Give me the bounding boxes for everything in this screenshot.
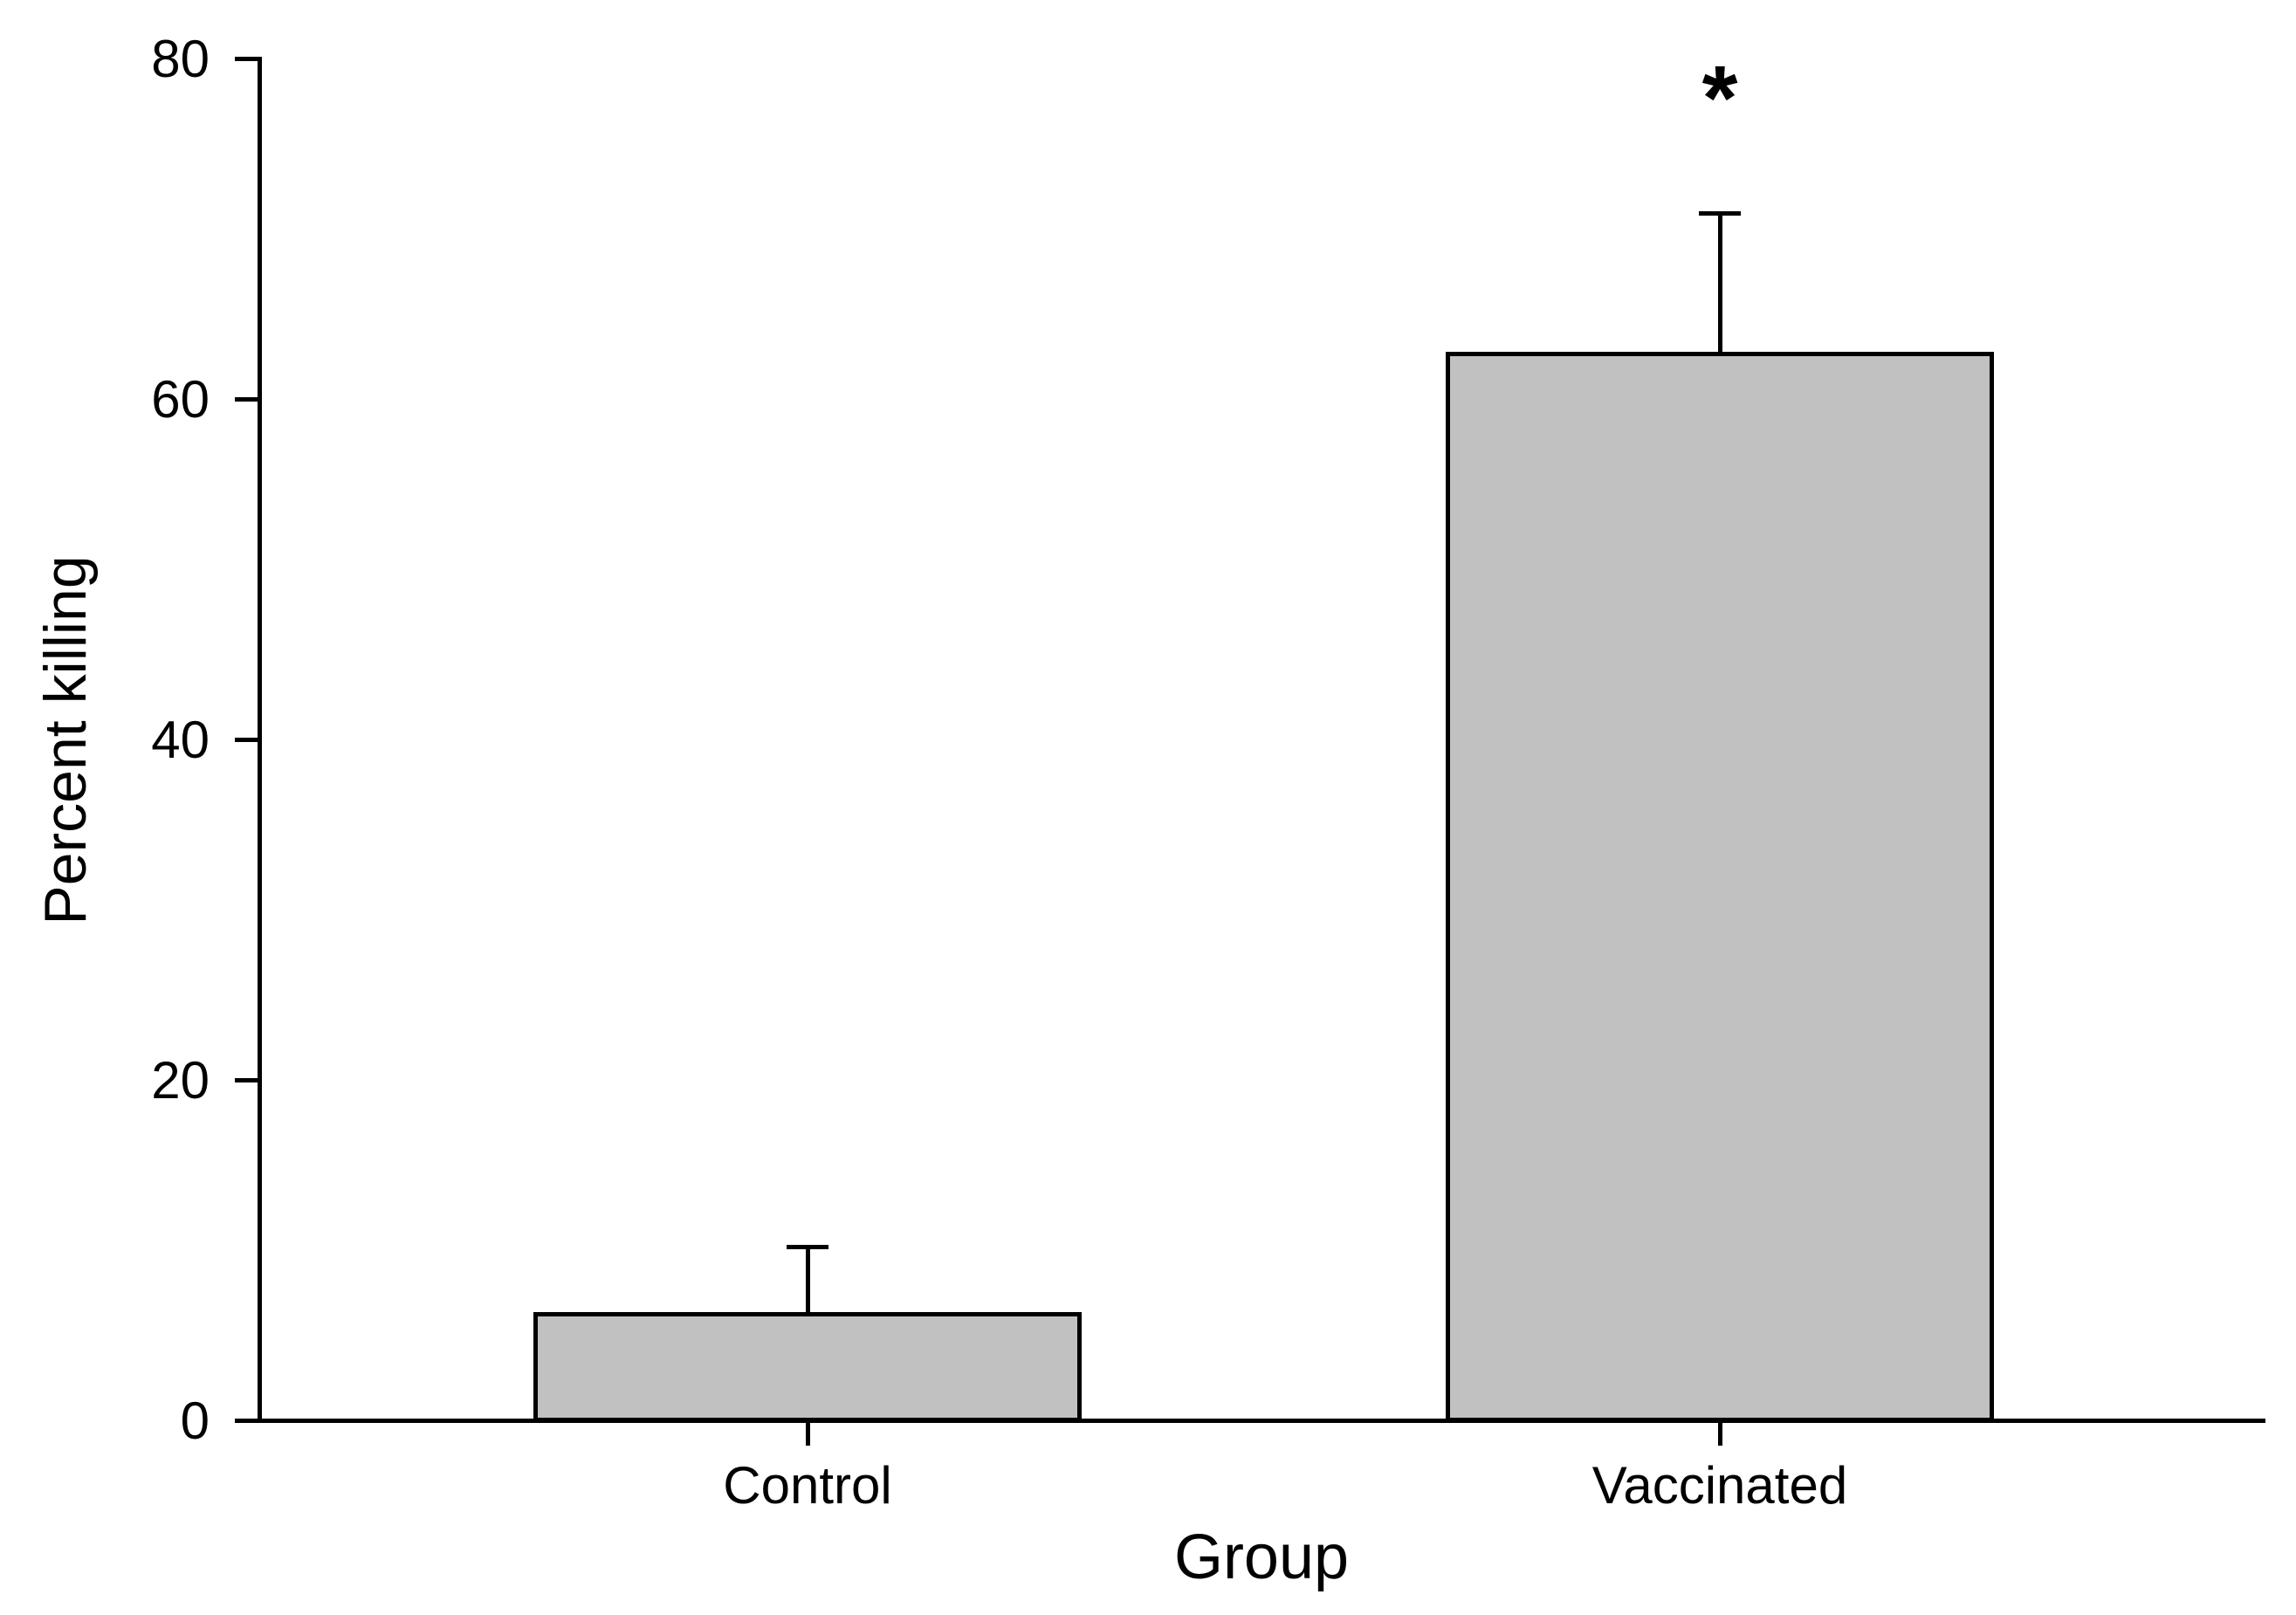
error-bar-line [1717,213,1722,354]
error-bar-cap [787,1245,828,1250]
x-tick-label-control: Control [723,1456,892,1515]
x-tick-mark [1717,1423,1722,1446]
y-tick-mark [235,1419,258,1423]
error-bar-line [805,1247,810,1314]
y-tick-label: 80 [151,29,210,88]
y-tick-mark [235,397,258,402]
x-tick-label-vaccinated: Vaccinated [1591,1456,1848,1515]
y-tick-label: 40 [151,710,210,769]
x-axis-title: Group [1173,1522,1350,1592]
y-tick-label: 20 [151,1050,210,1110]
y-tick-label: 0 [180,1391,210,1450]
y-tick-mark [235,1078,258,1082]
bar-vaccinated [1446,351,1994,1423]
x-tick-mark [805,1423,810,1446]
bar-control [533,1311,1082,1423]
error-bar-cap [1699,211,1741,216]
y-tick-label: 60 [151,369,210,429]
significance-asterisk: * [1701,47,1738,149]
x-axis-line [258,1419,2265,1423]
y-tick-mark [235,57,258,61]
y-axis-line [258,57,262,1423]
y-tick-mark [235,738,258,742]
